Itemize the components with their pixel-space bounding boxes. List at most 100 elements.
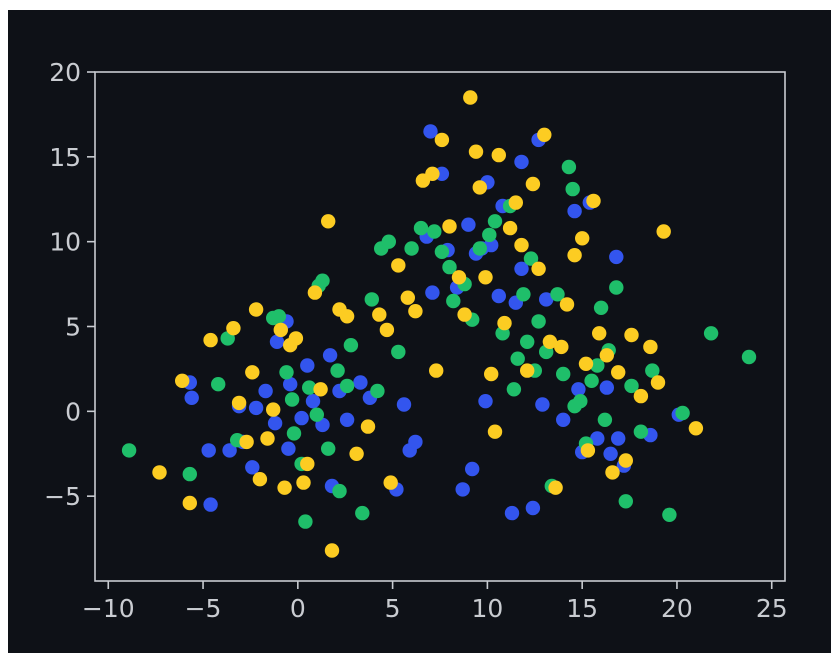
scatter-point	[239, 434, 254, 450]
scatter-point	[305, 394, 321, 409]
scatter-point	[245, 460, 260, 475]
scatter-point	[609, 249, 624, 265]
scatter-point	[465, 461, 480, 477]
scatter-point	[609, 280, 624, 295]
scatter-point	[396, 397, 412, 412]
scatter-point	[590, 358, 605, 373]
scatter-point	[434, 244, 450, 259]
scatter-point	[537, 127, 552, 142]
scatter-point	[567, 399, 582, 414]
scatter-point	[408, 434, 423, 450]
scatter-point	[442, 219, 457, 234]
scatter-point	[556, 412, 571, 427]
scatter-point	[427, 224, 442, 239]
scatter-point	[273, 322, 288, 338]
y-tick-label: 15	[49, 143, 81, 172]
scatter-point	[487, 424, 503, 439]
scatter-point	[379, 322, 395, 338]
scatter-point	[478, 394, 493, 409]
scatter-point	[457, 307, 472, 322]
scatter-point	[487, 214, 503, 229]
scatter-point	[296, 475, 311, 490]
scatter-point	[539, 292, 554, 307]
scatter-point	[203, 497, 218, 512]
scatter-point	[355, 505, 370, 521]
scatter-point	[643, 339, 658, 355]
scatter-point	[597, 412, 613, 427]
y-tick-label: −5	[44, 482, 81, 511]
scatter-point	[300, 456, 315, 472]
scatter-point	[391, 258, 406, 273]
scatter-point	[531, 261, 546, 276]
scatter-point	[302, 380, 317, 395]
y-tick-label: 5	[65, 313, 81, 342]
scatter-point	[514, 237, 529, 253]
scatter-point	[446, 293, 461, 309]
scatter-point	[586, 193, 601, 209]
scatter-point	[339, 309, 355, 324]
scatter-point	[565, 181, 580, 197]
scatter-point	[267, 416, 283, 431]
scatter-point	[211, 377, 226, 392]
scatter-point	[201, 443, 216, 458]
scatter-point	[571, 382, 586, 397]
scatter-point	[269, 334, 285, 349]
scatter-point	[339, 412, 355, 427]
x-tick-label: −5	[185, 594, 222, 623]
scatter-point	[484, 366, 499, 382]
scatter-point	[372, 307, 387, 322]
scatter-point	[703, 326, 719, 341]
scatter-point	[491, 288, 506, 304]
scatter-point	[590, 431, 605, 446]
scatter-point	[624, 378, 639, 394]
scatter-point	[578, 356, 594, 371]
scatter-point	[633, 424, 649, 439]
x-tick-label: 0	[290, 594, 306, 623]
scatter-point	[203, 332, 218, 348]
scatter-point	[455, 482, 470, 497]
scatter-point	[618, 453, 633, 468]
scatter-point	[516, 287, 531, 302]
scatter-point	[525, 176, 541, 192]
scatter-point	[300, 358, 315, 373]
scatter-point	[502, 220, 518, 236]
axes-layer	[94, 71, 786, 582]
scatter-point	[567, 203, 582, 219]
scatter-point	[258, 383, 273, 399]
scatter-point	[584, 373, 599, 388]
scatter-point	[383, 475, 398, 490]
scatter-point	[554, 339, 569, 355]
scatter-point	[559, 297, 575, 312]
scatter-point	[520, 334, 535, 349]
scatter-point	[575, 231, 590, 246]
scatter-point	[442, 259, 457, 275]
scatter-point	[152, 465, 167, 480]
scatter-point	[592, 326, 607, 341]
scatter-point	[542, 334, 558, 349]
scatter-point	[535, 397, 550, 412]
scatter-point	[580, 443, 596, 458]
scatter-chart: −10 −5 0 5 10 15 20 25 −5 0 5 10 15 20	[44, 58, 787, 623]
scatter-point	[633, 388, 649, 404]
scatter-point	[510, 351, 525, 366]
scatter-point	[561, 159, 577, 175]
scatter-point	[309, 407, 324, 422]
scatter-point	[381, 234, 396, 249]
scatter-point	[603, 446, 618, 461]
scatter-point	[618, 494, 633, 509]
scatter-point	[611, 365, 626, 380]
chart-panel: −10 −5 0 5 10 15 20 25 −5 0 5 10 15 20	[8, 10, 831, 653]
scatter-point	[184, 390, 199, 405]
scatter-point	[605, 465, 620, 480]
scatter-point	[330, 363, 345, 378]
scatter-point	[425, 166, 440, 181]
points-layer	[121, 90, 757, 558]
scatter-point	[266, 402, 281, 417]
scatter-point	[175, 373, 190, 388]
scatter-point	[463, 90, 478, 105]
scatter-point	[321, 441, 336, 456]
scatter-point	[504, 505, 520, 521]
scatter-point	[182, 466, 197, 482]
y-tick-label: 10	[49, 228, 81, 257]
